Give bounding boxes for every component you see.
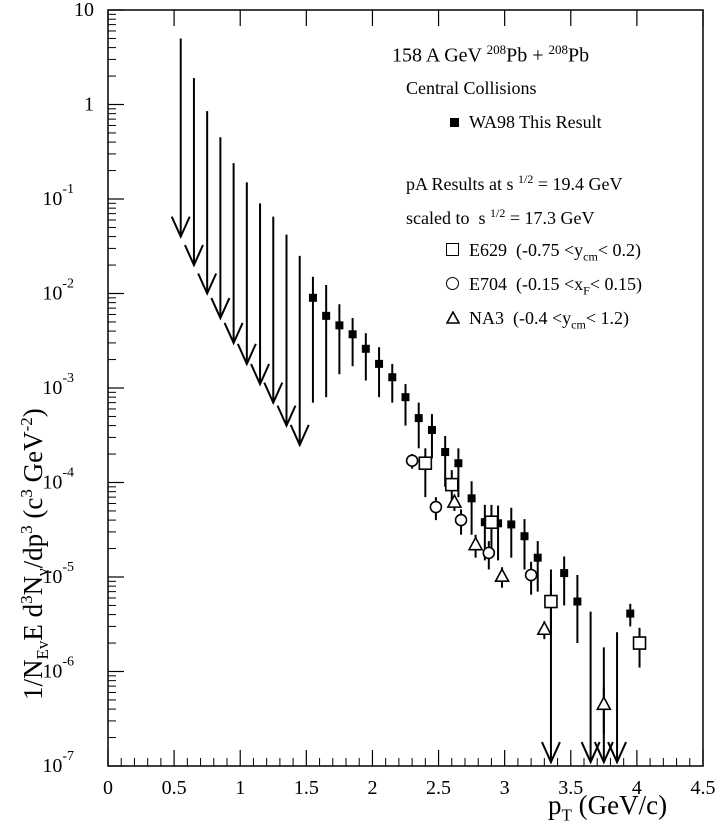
point-wa98 [388,373,397,382]
point-wa98 [560,569,569,578]
point-na3 [446,493,463,508]
point-wa98 [361,344,370,353]
data-markers [308,293,647,711]
y-tick-label: 10-7 [42,749,74,777]
point-na3 [595,695,612,711]
open-circle-marker [446,277,459,290]
upper-limit-arrowhead [250,363,270,387]
x-tick-label: 2 [367,777,377,799]
point-na3 [494,567,510,582]
annotation-central-collisions: Central Collisions [406,78,537,98]
point-wa98 [454,459,463,468]
point-e629 [418,456,433,471]
y-tick-label: 10-1 [42,182,74,210]
upper-limit-arrowhead [263,382,284,406]
upper-limit-arrowhead [276,405,297,429]
point-wa98 [308,293,317,302]
point-e704 [405,454,419,468]
x-axis-title: pT (GeV/c) [548,790,668,825]
point-wa98 [441,448,450,457]
x-tick-label: 4 [632,777,642,799]
upper-limit-arrowhead [170,216,191,240]
upper-limit-arrowhead [593,741,614,765]
point-e704 [524,568,538,582]
upper-limit-arrowhead [197,273,218,296]
point-wa98 [335,321,344,330]
upper-limit-arrowhead [210,297,231,321]
point-na3 [467,535,484,551]
upper-limit-arrowhead [223,322,244,346]
filled-square-marker [450,118,459,127]
point-e704 [454,513,468,527]
point-wa98 [573,597,582,606]
open-square-marker [446,243,459,256]
legend-item-wa98: WA98 This Result [450,112,602,133]
x-tick-label: 2.5 [426,777,451,799]
point-wa98 [322,311,331,320]
legend: 158 A GeV 208Pb + 208Pb Central Collisio… [392,0,712,360]
axes [107,9,704,767]
y-tick-label: 10-5 [42,560,74,588]
point-wa98 [507,520,516,529]
point-wa98 [520,532,529,541]
y-tick-label: 10-3 [42,371,74,399]
y-tick-label: 10-2 [42,277,74,305]
point-e629 [544,594,558,609]
legend-item-e629: E629 (-0.75 <ycm< 0.2) [446,240,641,265]
upper-limit-arrowhead [236,343,257,367]
point-e629 [484,515,499,530]
y-tick-label: 10 [74,0,94,21]
upper-limit-arrowhead [289,424,310,448]
upper-limit-arrowhead [184,244,204,268]
point-wa98 [401,393,410,402]
upper-limit-arrows [170,38,627,765]
x-tick-label: 0 [103,777,113,799]
upper-limit-arrowhead [580,741,601,765]
annotation-scaled-to: scaled to s 1/2 = 17.3 GeV [406,206,595,228]
annotation-pa-results: pA Results at s 1/2 = 19.4 GeV [406,172,623,194]
point-wa98 [427,425,436,434]
point-e704 [482,546,496,560]
point-e704 [429,500,443,514]
point-wa98 [626,609,635,618]
point-wa98 [348,330,357,339]
x-tick-label: 0.5 [162,777,187,799]
x-tick-label: 1.5 [294,777,319,799]
upper-limit-arrowhead [607,741,627,765]
point-e629 [632,636,647,650]
upper-limit-arrowhead [541,741,561,765]
legend-item-e704: E704 (-0.15 <xF< 0.15) [446,274,642,299]
legend-item-na3: NA3 (-0.4 <ycm< 1.2) [445,308,629,333]
x-tick-label: 3 [500,777,510,799]
svg-text:1/NEvE d3Nγ/dp3 (c3 GeV-2): 1/NEvE d3Nγ/dp3 (c3 GeV-2) [17,408,52,700]
y-axis-title: 1/NEvE d3Nγ/dp3 (c3 GeV-2) [17,408,52,700]
point-e629 [444,477,459,492]
x-tick-label: 1 [235,777,245,799]
point-na3 [536,620,553,636]
open-triangle-marker [445,310,461,324]
tick-labels: 0 0.5 1 1.5 2 2.5 3 3.5 4 4.5 10-7 10-6 10-5 10-4 10-3… [42,0,715,799]
x-tick-label: 4.5 [691,777,716,799]
y-tick-label: 1 [84,94,94,116]
point-wa98 [414,414,423,423]
point-wa98 [467,494,476,503]
y-tick-label: 10-6 [42,655,74,683]
annotation-collision-system: 158 A GeV 208Pb + 208Pb [392,42,590,67]
point-wa98 [533,553,542,562]
x-tick-label: 3.5 [558,777,583,799]
y-tick-label: 10-4 [42,466,74,494]
point-wa98 [375,359,384,368]
